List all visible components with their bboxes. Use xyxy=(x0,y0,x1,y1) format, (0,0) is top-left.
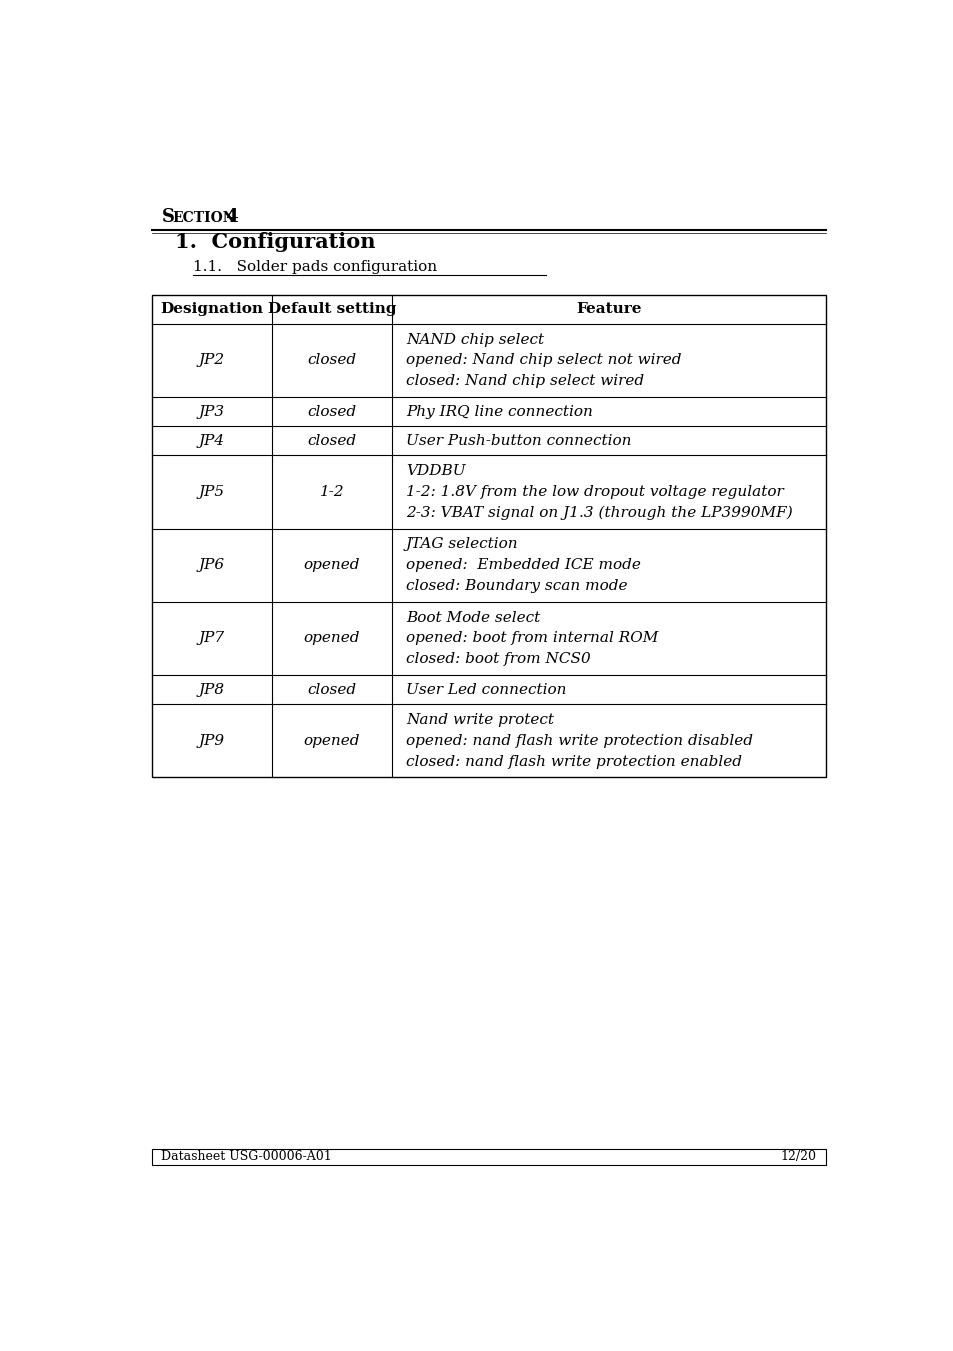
Text: 1-2: 1-2 xyxy=(319,485,344,499)
Text: VDDBU: VDDBU xyxy=(406,465,465,478)
Text: Boot Mode select: Boot Mode select xyxy=(406,611,539,624)
Text: Phy IRQ line connection: Phy IRQ line connection xyxy=(406,404,592,419)
Text: Datasheet USG-00006-A01: Datasheet USG-00006-A01 xyxy=(161,1151,332,1163)
Text: JP2: JP2 xyxy=(198,354,225,367)
Text: closed: closed xyxy=(307,434,356,449)
Text: 1-2: 1.8V from the low dropout voltage regulator: 1-2: 1.8V from the low dropout voltage r… xyxy=(406,485,783,499)
Text: 12/20: 12/20 xyxy=(780,1151,816,1163)
Text: opened: opened xyxy=(303,631,360,646)
Text: opened:  Embedded ICE mode: opened: Embedded ICE mode xyxy=(406,558,640,573)
Text: 4: 4 xyxy=(220,208,239,226)
Text: opened: boot from internal ROM: opened: boot from internal ROM xyxy=(406,631,658,646)
Text: User Led connection: User Led connection xyxy=(406,682,566,697)
Bar xyxy=(152,1150,825,1165)
Text: JP9: JP9 xyxy=(198,734,225,747)
Text: ECTION: ECTION xyxy=(172,211,235,226)
Text: closed: boot from NCS0: closed: boot from NCS0 xyxy=(406,653,590,666)
Text: 2-3: VBAT signal on J1.3 (through the LP3990MF): 2-3: VBAT signal on J1.3 (through the LP… xyxy=(406,505,792,520)
Text: JP8: JP8 xyxy=(198,682,225,697)
Text: Feature: Feature xyxy=(576,303,641,316)
Text: opened: nand flash write protection disabled: opened: nand flash write protection disa… xyxy=(406,734,752,747)
Text: JP7: JP7 xyxy=(198,631,225,646)
Text: JP3: JP3 xyxy=(198,404,225,419)
Bar xyxy=(152,295,825,777)
Text: closed: closed xyxy=(307,682,356,697)
Text: JP5: JP5 xyxy=(198,485,225,499)
Text: NAND chip select: NAND chip select xyxy=(406,332,543,347)
Text: closed: Nand chip select wired: closed: Nand chip select wired xyxy=(406,374,643,388)
Text: Designation: Designation xyxy=(160,303,263,316)
Text: 1.  Configuration: 1. Configuration xyxy=(174,232,375,253)
Text: JP6: JP6 xyxy=(198,558,225,573)
Text: closed: closed xyxy=(307,404,356,419)
Text: S: S xyxy=(162,208,174,226)
Text: opened: opened xyxy=(303,734,360,747)
Text: closed: closed xyxy=(307,354,356,367)
Text: closed: Boundary scan mode: closed: Boundary scan mode xyxy=(406,580,627,593)
Text: JP4: JP4 xyxy=(198,434,225,449)
Text: User Push-button connection: User Push-button connection xyxy=(406,434,631,449)
Text: opened: Nand chip select not wired: opened: Nand chip select not wired xyxy=(406,354,680,367)
Text: 1.1.   Solder pads configuration: 1.1. Solder pads configuration xyxy=(193,261,436,274)
Text: Nand write protect: Nand write protect xyxy=(406,713,554,727)
Text: opened: opened xyxy=(303,558,360,573)
Text: JTAG selection: JTAG selection xyxy=(406,538,518,551)
Text: closed: nand flash write protection enabled: closed: nand flash write protection enab… xyxy=(406,755,741,769)
Text: Default setting: Default setting xyxy=(268,303,395,316)
